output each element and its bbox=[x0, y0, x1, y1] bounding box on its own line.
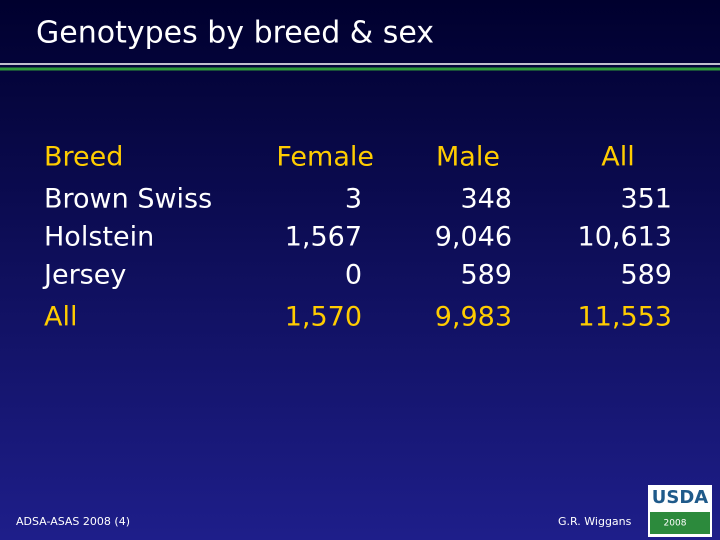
cell-value: 589 bbox=[620, 260, 672, 291]
row-label: Jersey bbox=[42, 260, 126, 291]
cell-value: 3 bbox=[345, 184, 362, 215]
cell-value: 0 bbox=[345, 260, 362, 291]
row-label: Brown Swiss bbox=[44, 184, 212, 215]
cell-value: 1,570 bbox=[285, 302, 362, 333]
column-header: All bbox=[601, 142, 634, 173]
row-label: All bbox=[44, 302, 77, 333]
row-label: Holstein bbox=[44, 222, 154, 253]
footer-right: G.R. Wiggans bbox=[558, 515, 632, 528]
logo: USDA 2008 bbox=[648, 485, 712, 537]
cell-value: 1,567 bbox=[285, 222, 362, 253]
cell-value: 351 bbox=[620, 184, 672, 215]
cell-value: 589 bbox=[460, 260, 512, 291]
slide-title: Genotypes by breed & sex bbox=[36, 16, 434, 51]
logo-text: USDA bbox=[652, 487, 709, 508]
column-header: Breed bbox=[44, 142, 123, 173]
cell-value: 11,553 bbox=[578, 302, 672, 333]
logo-year: 2008 bbox=[664, 519, 687, 529]
cell-value: 9,046 bbox=[435, 222, 512, 253]
table: Breed Female Male All Brown Swiss 3 348 351 Hols… bbox=[42, 142, 672, 333]
cell-value: 348 bbox=[460, 184, 512, 215]
footer-left: ADSA-ASAS 2008 (4) bbox=[16, 515, 130, 528]
cell-value: 10,613 bbox=[578, 222, 672, 253]
cell-value: 9,983 bbox=[435, 302, 512, 333]
logo-band bbox=[650, 512, 710, 534]
column-header: Female bbox=[276, 142, 374, 173]
column-header: Male bbox=[436, 142, 500, 173]
